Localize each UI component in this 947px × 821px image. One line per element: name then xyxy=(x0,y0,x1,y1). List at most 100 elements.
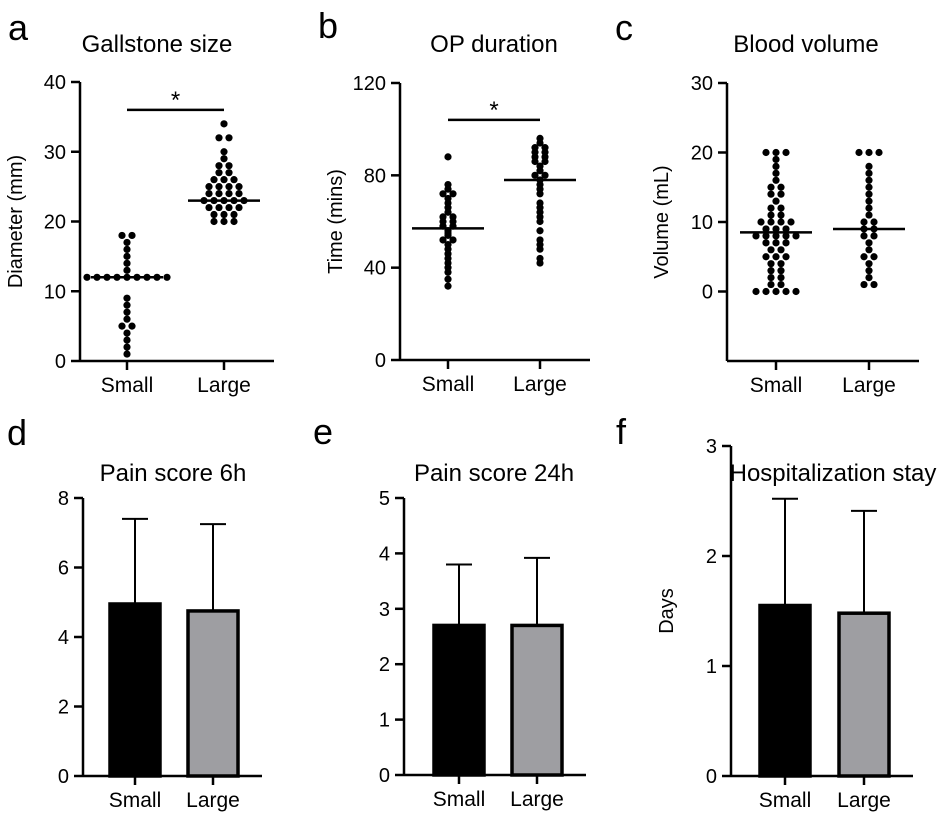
data-point xyxy=(865,183,873,191)
data-point xyxy=(225,134,233,142)
y-tick-label: 4 xyxy=(379,543,390,565)
y-tick-label: 0 xyxy=(706,766,717,788)
data-point xyxy=(225,190,233,198)
data-point xyxy=(123,238,131,247)
y-tick-label: 10 xyxy=(691,212,713,234)
data-point xyxy=(215,203,223,212)
y-tick-label: 0 xyxy=(55,351,66,373)
data-point xyxy=(531,144,539,152)
x-tick-label: Small xyxy=(433,788,486,811)
data-point xyxy=(123,301,131,309)
data-point xyxy=(772,148,780,157)
panel-letter: f xyxy=(616,411,627,452)
x-tick-label: Large xyxy=(186,789,240,812)
data-point xyxy=(444,240,452,249)
data-point xyxy=(439,190,447,198)
data-point xyxy=(767,246,775,254)
data-point xyxy=(792,287,800,296)
data-point xyxy=(123,294,131,302)
y-axis-label: Diameter (mm) xyxy=(5,155,27,288)
data-point xyxy=(870,280,878,289)
x-tick-label: Large xyxy=(842,374,896,397)
data-point xyxy=(536,134,544,142)
data-point xyxy=(444,275,452,283)
data-point xyxy=(772,169,780,177)
y-tick-label: 1 xyxy=(706,656,717,678)
data-point xyxy=(235,183,243,191)
data-point xyxy=(772,225,780,233)
data-point xyxy=(772,155,780,164)
data-point xyxy=(123,350,131,358)
data-point xyxy=(860,280,868,289)
data-point xyxy=(123,252,131,260)
data-point xyxy=(865,169,873,177)
y-tick-label: 30 xyxy=(44,142,66,164)
y-tick-label: 20 xyxy=(44,212,66,234)
data-point xyxy=(123,259,131,267)
chart-title: OP duration xyxy=(430,31,558,58)
data-point xyxy=(772,197,780,205)
data-point xyxy=(128,322,136,330)
y-tick-label: 5 xyxy=(379,488,390,510)
y-tick-label: 120 xyxy=(353,73,386,95)
panel-letter: c xyxy=(615,7,633,48)
data-point xyxy=(865,162,873,170)
bar xyxy=(758,603,812,778)
data-point xyxy=(541,144,549,152)
data-point xyxy=(220,210,228,219)
data-point xyxy=(215,162,223,170)
y-tick-label: 2 xyxy=(58,697,69,719)
data-point xyxy=(762,287,770,296)
data-point xyxy=(767,218,775,226)
data-point xyxy=(531,171,539,179)
data-point xyxy=(865,211,873,219)
data-point xyxy=(225,162,233,170)
chart-title: Hospitalization stay xyxy=(730,460,937,487)
data-point xyxy=(439,236,447,244)
y-tick-label: 20 xyxy=(691,143,713,165)
data-point xyxy=(782,225,790,233)
data-point xyxy=(752,287,760,296)
y-tick-label: 40 xyxy=(44,72,66,94)
data-point xyxy=(777,204,785,212)
significance-marker: * xyxy=(171,87,180,114)
data-point xyxy=(767,274,775,282)
data-point xyxy=(225,203,233,212)
y-tick-label: 80 xyxy=(364,165,386,187)
data-point xyxy=(123,336,131,344)
y-tick-label: 0 xyxy=(379,765,390,787)
data-point xyxy=(777,190,785,198)
data-point xyxy=(782,239,790,247)
data-point xyxy=(536,254,544,263)
chart-title: Blood volume xyxy=(733,31,878,58)
chart-title: Pain score 24h xyxy=(414,460,574,487)
data-point xyxy=(220,176,228,184)
data-point xyxy=(220,155,228,163)
data-point xyxy=(767,211,775,219)
data-point xyxy=(870,253,878,261)
y-axis-label: Volume (mL) xyxy=(651,165,673,278)
data-point xyxy=(536,199,544,207)
data-point xyxy=(205,203,213,212)
y-tick-label: 8 xyxy=(58,488,69,510)
data-point xyxy=(865,274,873,282)
data-point xyxy=(777,183,785,191)
data-point xyxy=(123,266,131,274)
data-point xyxy=(235,190,243,198)
x-tick-label: Small xyxy=(759,789,812,812)
data-point xyxy=(792,232,800,240)
significance-marker: * xyxy=(489,97,498,124)
data-point xyxy=(225,183,233,191)
data-point xyxy=(777,260,785,268)
data-point xyxy=(449,236,457,244)
data-point xyxy=(541,171,549,179)
data-point xyxy=(767,204,775,212)
data-point xyxy=(787,218,795,226)
x-tick-label: Small xyxy=(101,374,154,397)
panel-letter: e xyxy=(313,411,333,452)
data-point xyxy=(215,183,223,191)
chart-title: Pain score 6h xyxy=(100,460,247,487)
data-point xyxy=(444,282,452,290)
data-point xyxy=(205,183,213,191)
data-point xyxy=(767,183,775,191)
